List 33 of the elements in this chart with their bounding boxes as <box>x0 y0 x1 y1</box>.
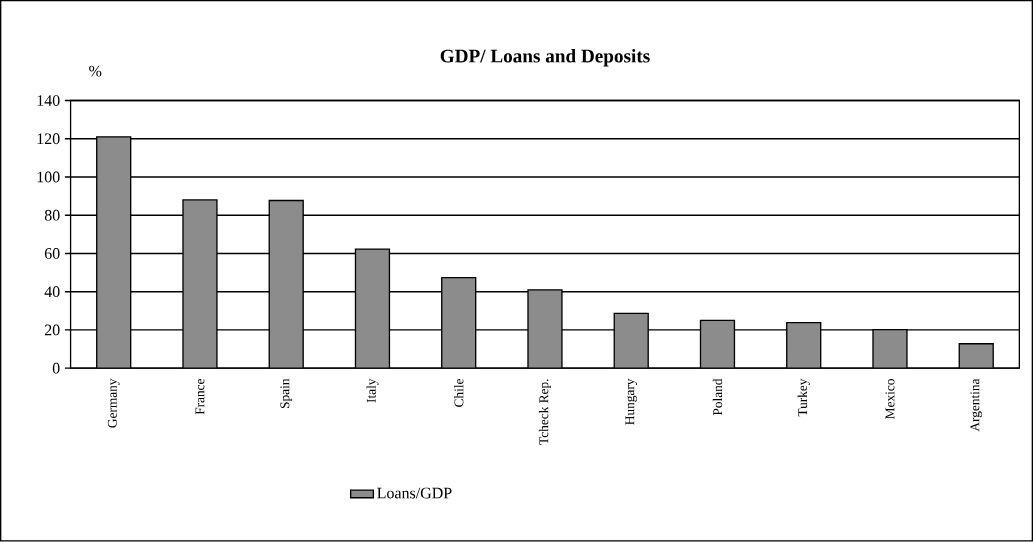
x-tick-label: Mexico <box>885 379 895 420</box>
x-tick-label: Hungary <box>625 378 638 425</box>
bar <box>441 277 477 369</box>
x-tick-label: Chile <box>454 379 464 408</box>
x-tick-label: Argentina <box>970 378 983 432</box>
x-tick-label: France <box>195 379 205 415</box>
bar <box>958 343 994 369</box>
y-tick-label: 140 <box>37 95 60 107</box>
bar <box>96 136 132 369</box>
bar <box>786 322 822 369</box>
bar <box>613 312 649 369</box>
legend-label: Loans/GDP <box>377 487 452 499</box>
y-tick-label: 40 <box>44 286 60 298</box>
bar <box>354 248 391 369</box>
y-tick-label: 20 <box>44 324 60 336</box>
x-tick-label: Poland <box>712 378 723 416</box>
y-tick-label: 60 <box>44 248 60 260</box>
x-tick-label: Turkey <box>797 378 810 417</box>
x-tick-label: Tcheck Rep. <box>538 379 552 445</box>
x-tick-label: Italy <box>366 378 379 403</box>
bar <box>699 319 736 369</box>
bar <box>527 289 563 369</box>
y-tick-label: 0 <box>52 362 60 374</box>
x-tick-label: Spain <box>280 378 293 409</box>
y-axis-title: % <box>89 65 102 77</box>
bar <box>872 329 908 369</box>
y-tick-label: 80 <box>44 210 60 221</box>
chart-title: GDP/ Loans and Deposits <box>440 49 650 67</box>
bar <box>182 199 218 369</box>
bar <box>268 200 304 369</box>
y-tick-label: 100 <box>37 171 60 183</box>
y-tick-label: 120 <box>37 133 60 145</box>
x-tick-label: Germany <box>107 378 120 428</box>
